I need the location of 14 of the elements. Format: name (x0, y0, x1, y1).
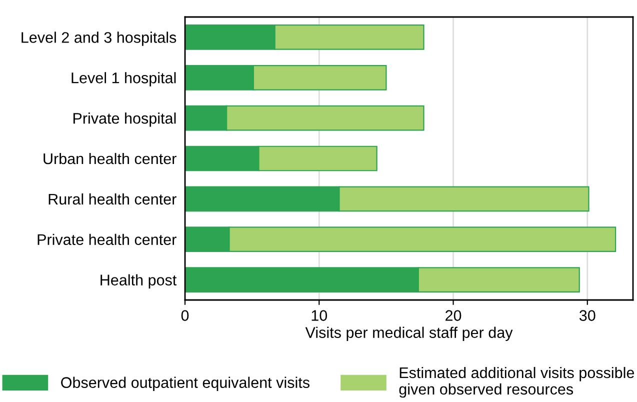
y-tick-label: Private hospital (73, 112, 176, 127)
x-tick-label: 30 (579, 310, 596, 321)
y-tick-label: Health post (100, 274, 177, 288)
y-tick-label: Level 1 hospital (72, 72, 176, 86)
y-tick-label: Urban health center (44, 152, 176, 164)
y-tick-label: Rural health center (48, 193, 176, 205)
x-tick-label: 10 (312, 310, 328, 321)
x-tick-label: 20 (446, 310, 462, 321)
x-axis-title: Visits per medical staff per day (305, 326, 513, 341)
y-tick-label: Level 2 and 3 hospitals (22, 32, 176, 46)
legend-label: Observed outpatient equivalent visits (61, 376, 310, 391)
x-tick-label: 0 (181, 310, 189, 321)
legend-label: Estimated additional visits possible given observed resources (399, 366, 634, 398)
y-tick-label: Private health center (38, 234, 176, 246)
